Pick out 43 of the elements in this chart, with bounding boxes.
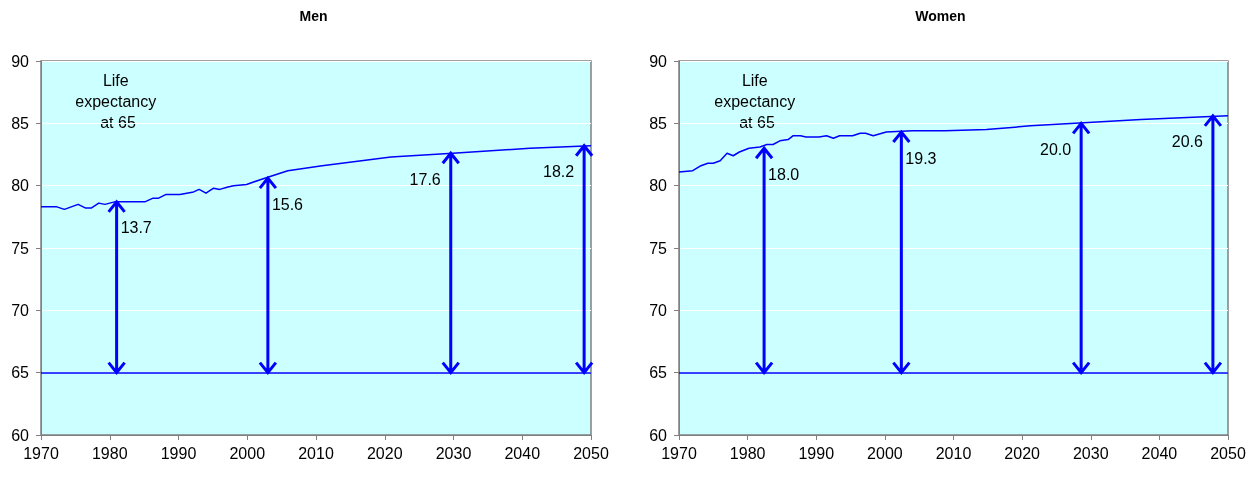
x-tick-label: 2030 <box>1072 444 1109 462</box>
y-tick-label: 85 <box>649 114 668 132</box>
annotation: 18.0 <box>768 165 800 183</box>
annotation: 15.6 <box>271 195 304 213</box>
x-tick-label: 2020 <box>366 444 403 462</box>
annotation: 18.2 <box>542 163 575 181</box>
x-tick-label: 2000 <box>229 444 266 462</box>
y-tick-label: 60 <box>11 426 30 444</box>
x-tick-label: 2010 <box>298 444 334 462</box>
annotation: 20.6 <box>1171 133 1203 151</box>
x-tick-label: 2020 <box>1004 444 1041 462</box>
chart-title: Women <box>915 8 966 24</box>
y-tick-label: 90 <box>11 52 30 70</box>
x-tick-label: 1970 <box>661 444 697 462</box>
x-tick-label: 1980 <box>729 444 766 462</box>
annotation: 13.7 <box>120 219 152 237</box>
x-tick-label: 1980 <box>91 444 128 462</box>
y-tick-label: 65 <box>649 364 668 382</box>
y-tick-label: 80 <box>11 177 30 195</box>
y-tick-label: 60 <box>649 426 668 444</box>
x-tick-label: 2000 <box>867 444 903 462</box>
x-tick-label: 1990 <box>160 444 197 462</box>
y-tick-label: 75 <box>649 239 668 257</box>
y-tick-label: 70 <box>11 301 30 319</box>
x-tick-label: 2040 <box>1141 444 1178 462</box>
y-tick-label: 90 <box>649 52 668 70</box>
annotation: 17.6 <box>409 170 441 188</box>
x-tick-label: 1970 <box>23 444 59 462</box>
annotation: 20.0 <box>1040 140 1072 158</box>
y-tick-label: 70 <box>649 301 668 319</box>
x-tick-label: 2050 <box>573 444 609 462</box>
x-tick-label: 1990 <box>798 444 835 462</box>
line-series <box>40 145 592 211</box>
y-tick-label: 80 <box>649 177 668 195</box>
chart-title: Men <box>299 8 328 24</box>
y-tick-label: 85 <box>11 114 30 132</box>
x-tick-label: 2030 <box>435 444 472 462</box>
annotation: 19.3 <box>905 149 937 167</box>
x-tick-label: 2040 <box>504 444 541 462</box>
y-tick-label: 65 <box>11 364 30 382</box>
x-tick-label: 2050 <box>1210 444 1246 462</box>
x-tick-label: 2010 <box>935 444 972 462</box>
y-tick-label: 75 <box>11 239 30 257</box>
